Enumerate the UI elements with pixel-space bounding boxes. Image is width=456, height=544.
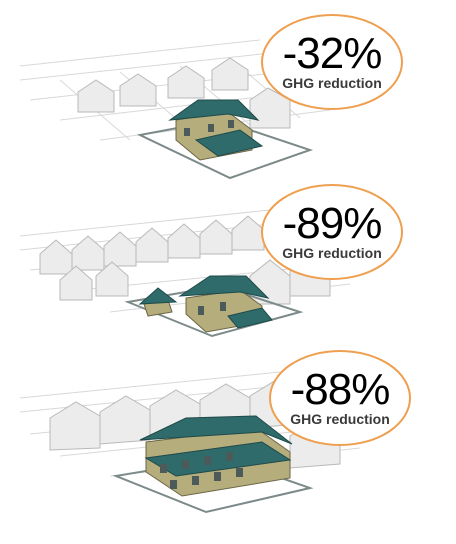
- highlighted-house-3: [139, 415, 293, 497]
- ghg-badge-2: -89% GHG reduction: [258, 180, 406, 284]
- ghg-reduction-value-3: -88%: [290, 365, 391, 414]
- ghg-reduction-label-1: GHG reduction: [282, 75, 382, 91]
- ghg-reduction-label-2: GHG reduction: [282, 245, 382, 261]
- ghg-reduction-value-1: -32%: [282, 29, 383, 78]
- ghost-houses: [77, 57, 291, 129]
- highlighted-house-2: [138, 275, 273, 333]
- ghg-reduction-label-3: GHG reduction: [290, 411, 390, 427]
- highlighted-house-1: [168, 99, 264, 161]
- ghg-badge-3: -88% GHG reduction: [266, 346, 414, 450]
- neighborhood-illustration-2: [19, 209, 351, 338]
- scenario-panel-3: -88% GHG reduction: [0, 350, 456, 544]
- scenario-panel-2: -89% GHG reduction: [0, 180, 456, 360]
- ghg-badge-1: -32% GHG reduction: [258, 10, 406, 114]
- ghost-houses: [39, 215, 331, 305]
- ghg-reduction-value-2: -89%: [282, 199, 383, 248]
- scenario-panel-1: -32% GHG reduction: [0, 0, 456, 180]
- neighborhood-illustration-1: [19, 39, 331, 180]
